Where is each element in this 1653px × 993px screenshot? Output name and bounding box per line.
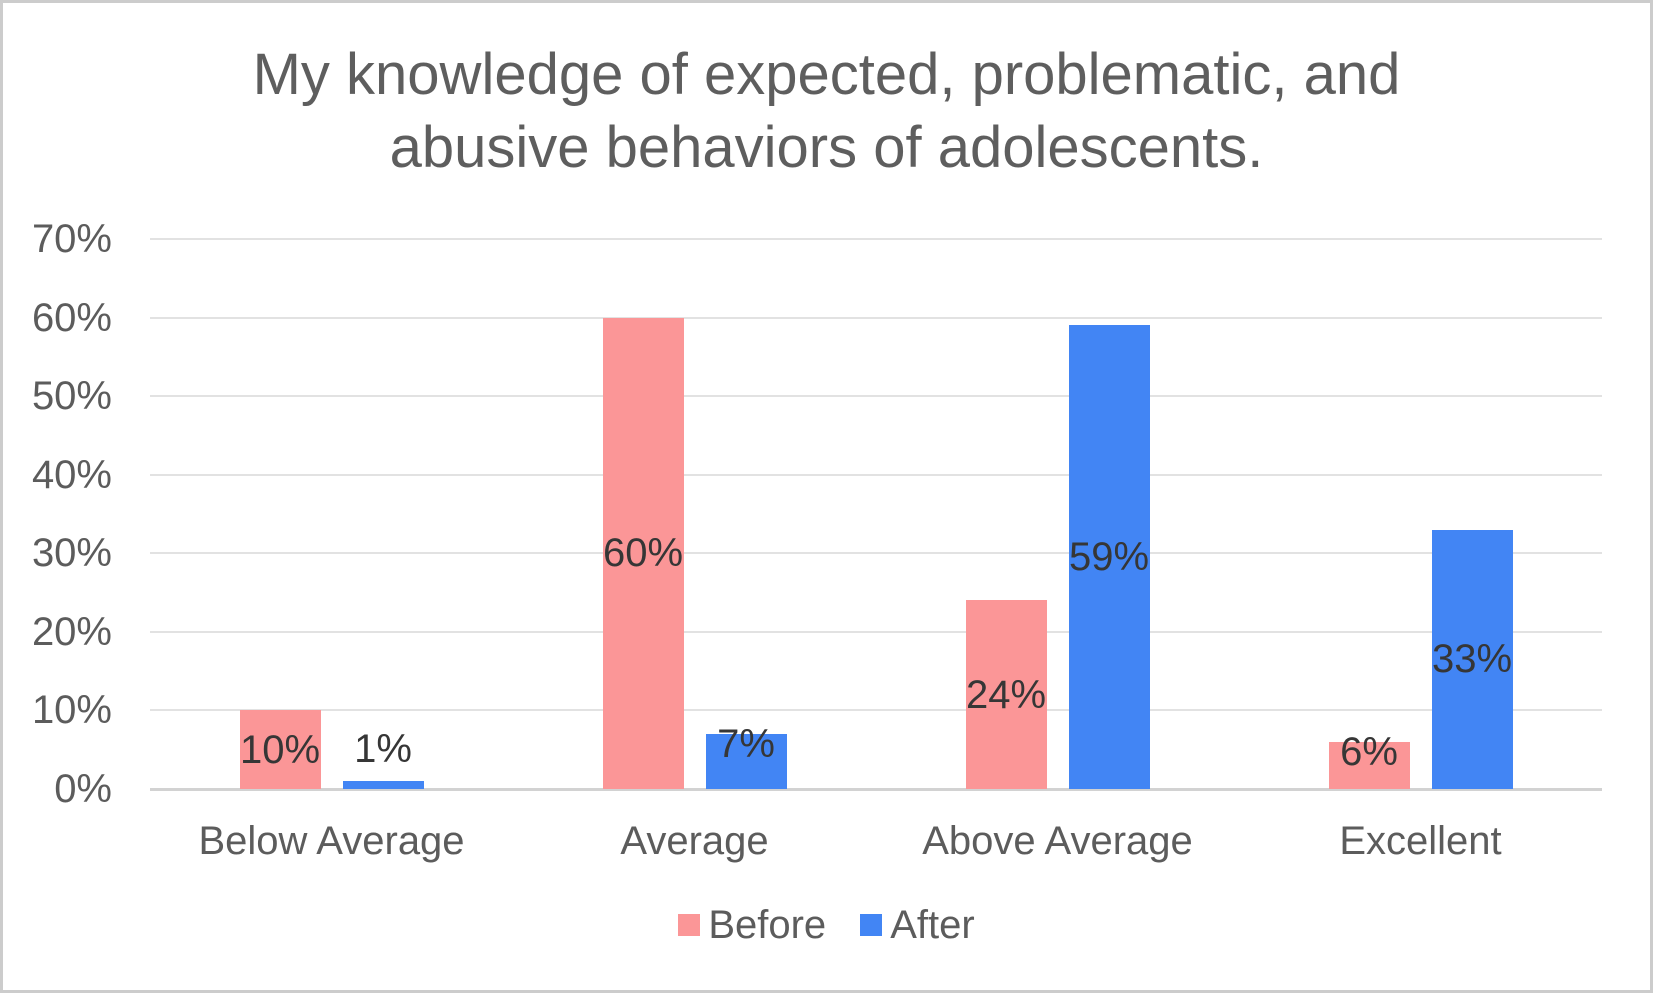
gridline-40 [150, 473, 1602, 476]
data-label-before-excellent: 6% [1340, 730, 1398, 774]
y-axis-label-40: 40% [31, 452, 112, 497]
data-label-before-above-average: 24% [965, 673, 1047, 717]
legend-swatch-before [678, 914, 701, 936]
y-axis-label-0: 0% [54, 767, 112, 811]
bar-after-average [706, 734, 787, 789]
y-axis-label-60: 60% [31, 295, 112, 340]
legend-item-after: After [860, 902, 975, 948]
bar-before-below-average [240, 710, 321, 789]
data-label-after-below-average: 1% [354, 727, 412, 771]
legend-label-after: After [890, 903, 975, 947]
y-axis-label-70: 70% [31, 217, 112, 261]
data-label-after-excellent: 33% [1431, 637, 1513, 681]
data-label-after-average: 7% [717, 722, 775, 766]
gridline-20 [150, 630, 1602, 633]
y-axis-label-10: 10% [31, 688, 112, 733]
bar-after-below-average [343, 781, 424, 789]
bar-after-above-average [1069, 325, 1150, 789]
y-axis-label-20: 20% [31, 609, 112, 654]
x-axis-label-excellent: Excellent [1339, 819, 1502, 863]
gridline-50 [150, 395, 1602, 398]
legend-swatch-after [860, 914, 883, 936]
bar-after-excellent [1432, 530, 1513, 789]
gridline-70 [150, 238, 1602, 240]
y-axis-label-50: 50% [31, 374, 112, 419]
data-label-after-above-average: 59% [1068, 535, 1150, 579]
chart-title: My knowledge of expected, problematic, a… [0, 38, 1653, 184]
gridline-60 [150, 316, 1602, 319]
legend-item-before: Before [678, 902, 826, 948]
legend-label-before: Before [708, 903, 827, 947]
bar-before-average [603, 318, 684, 789]
chart-title-line-2: abusive behaviors of adolescents. [389, 115, 1264, 180]
bar-before-above-average [966, 600, 1047, 789]
x-axis-label-below-average: Below Average [198, 819, 465, 863]
legend: Before After [0, 902, 1653, 948]
x-axis-label-average: Average [620, 819, 769, 863]
data-label-before-below-average: 10% [239, 728, 321, 772]
bar-before-excellent [1329, 742, 1410, 789]
gridline-10 [150, 709, 1602, 712]
y-axis-label-30: 30% [31, 531, 112, 576]
chart-title-line-1: My knowledge of expected, problematic, a… [252, 42, 1401, 107]
data-label-before-average: 60% [602, 531, 684, 575]
gridline-0 [150, 788, 1602, 791]
gridline-30 [150, 552, 1602, 555]
x-axis-label-above-average: Above Average [922, 819, 1193, 863]
